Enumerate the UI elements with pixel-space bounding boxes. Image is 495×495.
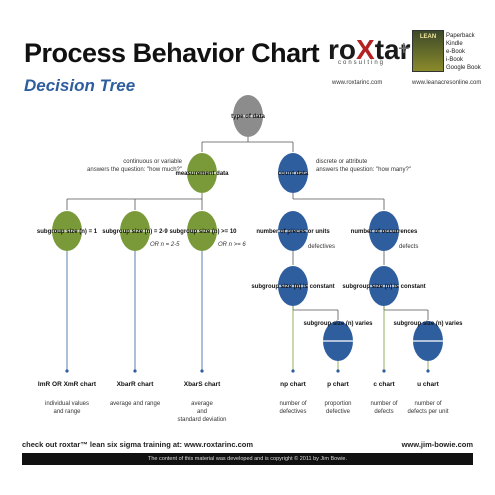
leaf-description: number of defects bbox=[370, 401, 397, 415]
count-node bbox=[275, 153, 311, 193]
c-const-label: subgroup size (n) is constant bbox=[342, 284, 425, 290]
leaf-chart-name: c chart bbox=[373, 381, 395, 388]
sub1-node bbox=[49, 211, 85, 251]
p-var-node bbox=[320, 321, 356, 361]
leaf-lines bbox=[66, 251, 203, 370]
continuous-annotation: continuous or variable answers the questi… bbox=[87, 159, 183, 173]
leaf-description: average and range bbox=[110, 401, 161, 407]
page-title: Process Behavior Chart bbox=[24, 38, 320, 68]
sub10-label: subgroup size (n) >= 10 bbox=[169, 229, 237, 235]
sub10-node bbox=[184, 211, 220, 251]
leaf-description: average and standard deviation bbox=[177, 401, 226, 423]
defectives-annotation: defectives bbox=[308, 244, 335, 250]
leaf-dot bbox=[65, 369, 69, 373]
leaf-description: individual values and range bbox=[45, 401, 89, 415]
defects-annotation: defects bbox=[399, 244, 418, 250]
root-label: type of data bbox=[231, 114, 265, 120]
pieces-label: number of pieces or units bbox=[256, 229, 330, 235]
leaf-description: proportion defective bbox=[324, 401, 351, 415]
sub29-node bbox=[117, 211, 153, 251]
p-var-label: subgroup size (n) varies bbox=[303, 321, 373, 327]
leaf-description: number of defectives bbox=[279, 401, 306, 415]
leaf-dot bbox=[291, 369, 295, 373]
measurement-node bbox=[184, 153, 220, 193]
occurrences-label: number of occurrences bbox=[351, 229, 418, 235]
leaf-dot bbox=[200, 369, 204, 373]
count-label: count data bbox=[278, 171, 309, 177]
leaf-dot bbox=[426, 369, 430, 373]
discrete-annotation: discrete or attribute answers the questio… bbox=[316, 159, 411, 173]
leaf-dot bbox=[336, 369, 340, 373]
pieces-node bbox=[275, 211, 311, 251]
footer-right[interactable]: www.jim-bowie.com bbox=[401, 440, 473, 449]
u-var-label: subgroup size (n) varies bbox=[393, 321, 463, 327]
book-cover: LEAN bbox=[412, 30, 444, 72]
or25-annotation: OR n = 2-5 bbox=[150, 242, 180, 248]
np-const-node bbox=[275, 266, 311, 306]
leaf-chart-name: ImR OR XmR chart bbox=[38, 381, 97, 388]
book-formats: Paperback Kindle e-Book i-Book Google Bo… bbox=[446, 33, 481, 71]
leaf-dot bbox=[382, 369, 386, 373]
roxtar-logo: roXtar bbox=[328, 34, 411, 65]
np-const-label: subgroup size (n) is constant bbox=[251, 284, 334, 290]
occurrences-node bbox=[366, 211, 402, 251]
leaf-lines-count bbox=[292, 306, 429, 370]
leaf-chart-name: XbarS chart bbox=[184, 381, 221, 388]
c-const-node bbox=[366, 266, 402, 306]
leaf-chart-name: u chart bbox=[417, 381, 440, 388]
leaf-description: number of defects per unit bbox=[407, 401, 448, 415]
leaf-group: ImR OR XmR chart individual values and ran… bbox=[38, 369, 449, 423]
page-subtitle: Decision Tree bbox=[24, 76, 136, 95]
logo-url: www.roxtarinc.com bbox=[332, 80, 383, 86]
logo-subtitle: consulting bbox=[338, 60, 386, 66]
book-title: LEAN bbox=[419, 34, 437, 40]
plus-sign: + bbox=[398, 38, 410, 60]
root-node bbox=[230, 95, 266, 137]
leaf-chart-name: np chart bbox=[280, 381, 306, 388]
book-url: www.leanacresonline.com bbox=[412, 80, 482, 86]
leaf-chart-name: XbarR chart bbox=[117, 381, 155, 388]
sub1-label: subgroup size (n) = 1 bbox=[37, 229, 98, 235]
leaf-chart-name: p chart bbox=[327, 381, 350, 388]
measurement-label: measurement data bbox=[175, 171, 229, 177]
leaf-dot bbox=[133, 369, 137, 373]
or6-annotation: OR n >= 6 bbox=[218, 242, 246, 248]
footer-left[interactable]: check out roxtar™ lean six sigma trainin… bbox=[22, 440, 254, 449]
sub29-label: subgroup size (n) = 2-9 bbox=[102, 229, 168, 235]
u-var-node bbox=[410, 321, 446, 361]
copyright-bar: The content of this material was develop… bbox=[22, 453, 473, 465]
